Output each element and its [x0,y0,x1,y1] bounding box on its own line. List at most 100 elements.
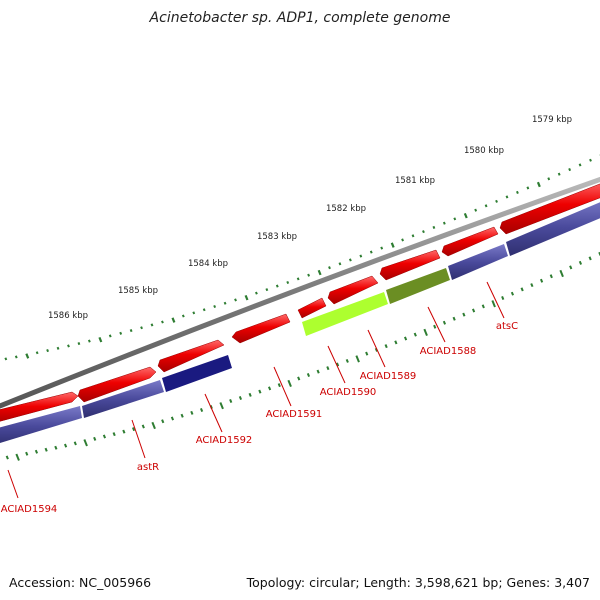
scale-dot [67,344,70,348]
scale-dot [161,320,164,324]
gene-label[interactable]: ACIAD1590 [320,387,377,398]
scale-tick-label: 1579 kbp [532,115,572,125]
scale-dot [422,230,425,234]
cds-arrow[interactable] [297,297,327,319]
gene-band[interactable] [302,292,388,336]
inner-minor-tick [258,389,262,394]
cds-arrow[interactable] [231,313,291,344]
inner-minor-tick [345,358,349,363]
gene-label[interactable]: ACIAD1589 [360,371,417,382]
gene-label-leader [486,281,505,319]
cds-arrow[interactable] [157,339,225,373]
gene-band[interactable] [386,268,450,304]
inner-major-tick [15,453,20,461]
gene-label[interactable]: atsC [496,321,518,332]
inner-minor-tick [442,320,447,325]
scale-tick-label: 1581 kbp [395,176,435,186]
scale-dot [411,234,415,238]
inner-minor-tick [569,265,573,270]
cds-arrow[interactable] [379,249,441,281]
inner-minor-tick [481,304,485,309]
scale-dot [359,254,363,258]
scale-dot [307,273,311,277]
inner-minor-tick [73,441,77,446]
cds-arrow[interactable] [499,180,600,235]
inner-major-tick [219,402,224,410]
cds-arrow[interactable] [327,275,379,305]
scale-dot [505,195,509,199]
gene-band[interactable] [506,198,600,256]
cds-arrow[interactable] [0,391,79,424]
scale-dot [401,238,404,242]
scale-tick-label: 1584 kbp [188,259,228,269]
scale-tick-labels: 1586 kbp 1585 kbp 1584 kbp 1583 kbp 1582 kbp… [48,115,572,321]
gene-label[interactable]: ACIAD1594 [1,504,58,515]
scale-dot [255,291,258,295]
inner-minor-tick [199,407,204,412]
scale-dot [77,342,81,346]
inner-minor-tick [238,395,243,400]
gene-label-leader [204,393,223,433]
scale-tick-label: 1580 kbp [464,146,504,156]
gene-label-leader [131,419,146,459]
gene-band[interactable] [162,355,232,392]
scale-dot [46,349,49,353]
inner-minor-tick [161,419,165,424]
accession-text: Accession: NC_005966 [9,575,152,590]
inner-minor-tick [413,332,417,337]
inner-minor-tick [112,432,116,437]
inner-major-tick [151,421,156,430]
scale-dot [526,186,530,190]
gene-label[interactable]: ACIAD1588 [420,346,477,357]
inner-major-tick [559,269,564,278]
gene-label[interactable]: ACIAD1591 [266,409,323,420]
scale-dot [568,168,572,172]
inner-minor-tick [384,344,388,349]
inner-minor-tick [131,427,136,432]
scale-ticks [4,153,600,361]
scale-dot [547,177,551,181]
inner-major-tick [287,379,292,388]
inner-minor-tick [335,362,340,367]
inner-minor-tick [510,291,515,296]
scale-dot [432,225,436,229]
cds-arrow[interactable] [77,366,157,403]
inner-major-tick [423,328,428,336]
gene-band[interactable] [82,380,164,418]
inner-minor-tick [452,316,456,321]
scale-dot [119,331,123,335]
scale-major-tick [317,269,322,276]
inner-minor-tick [578,260,583,265]
gene-band[interactable] [0,406,82,446]
inner-minor-tick [316,369,320,374]
inner-tick-marks [5,251,600,461]
scale-dot [4,357,8,361]
inner-minor-tick [5,455,9,460]
inner-minor-tick [44,447,48,452]
scale-dot [213,304,217,309]
inner-minor-tick [462,312,466,317]
gene-label-leader [427,306,446,343]
scale-dot [557,172,561,176]
scale-dot [589,158,592,162]
scale-dot [35,351,39,355]
scale-dot [474,208,478,212]
scale-dot [484,204,488,208]
inner-minor-tick [501,295,505,300]
scale-major-tick [536,181,541,188]
gene-label-leader [367,329,386,368]
scale-dot [442,221,446,225]
inner-minor-tick [170,416,175,421]
scale-dot [129,329,133,333]
gene-label[interactable]: astR [137,462,159,473]
gene-band[interactable] [448,244,508,280]
scale-dot [150,323,154,327]
scale-dot [338,262,342,266]
scale-major-tick [171,317,176,323]
forward-cds-track [0,180,600,424]
cds-arrow[interactable] [441,226,499,257]
inner-major-tick [355,355,360,363]
gene-label[interactable]: ACIAD1592 [196,435,253,446]
scale-dot [192,311,196,315]
